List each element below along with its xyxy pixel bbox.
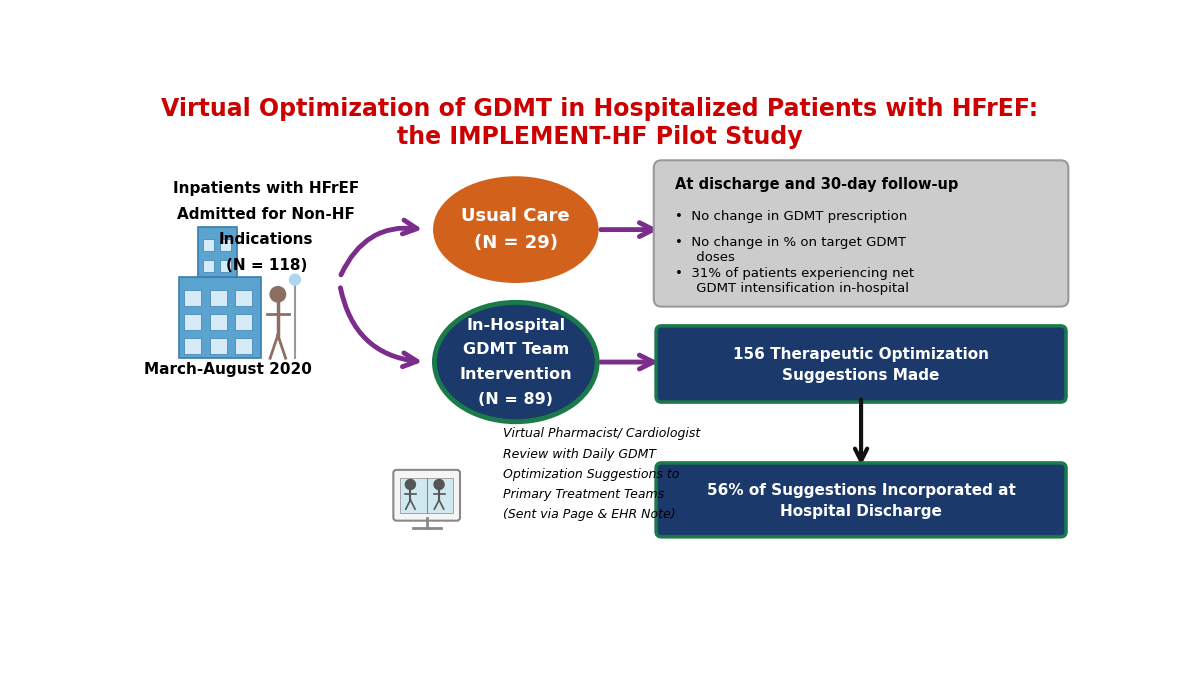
Text: Review with Daily GDMT: Review with Daily GDMT [503, 448, 655, 460]
Circle shape [434, 479, 444, 489]
FancyBboxPatch shape [235, 290, 252, 306]
Text: (N = 29): (N = 29) [474, 234, 558, 252]
Text: •  31% of patients experiencing net
     GDMT intensification in-hospital: • 31% of patients experiencing net GDMT … [676, 267, 914, 294]
Circle shape [406, 479, 415, 489]
Text: Inpatients with HFrEF: Inpatients with HFrEF [173, 182, 359, 196]
Text: Optimization Suggestions to: Optimization Suggestions to [503, 468, 679, 481]
FancyBboxPatch shape [210, 315, 227, 329]
FancyBboxPatch shape [654, 160, 1068, 306]
FancyBboxPatch shape [198, 227, 236, 277]
FancyBboxPatch shape [184, 338, 202, 354]
FancyBboxPatch shape [184, 315, 202, 329]
FancyBboxPatch shape [656, 326, 1066, 402]
Ellipse shape [434, 302, 598, 422]
Text: •  No change in % on target GDMT
     doses: • No change in % on target GDMT doses [676, 236, 906, 264]
Text: •  No change in GDMT prescription: • No change in GDMT prescription [676, 211, 907, 223]
Text: GDMT Team: GDMT Team [463, 342, 569, 357]
FancyBboxPatch shape [220, 239, 230, 251]
Circle shape [270, 287, 286, 302]
Text: (N = 118): (N = 118) [226, 258, 307, 273]
Text: Primary Treatment Teams: Primary Treatment Teams [503, 487, 664, 501]
Text: Intervention: Intervention [460, 367, 572, 382]
Text: At discharge and 30-day follow-up: At discharge and 30-day follow-up [676, 178, 959, 192]
Text: (Sent via Page & EHR Note): (Sent via Page & EHR Note) [503, 508, 676, 520]
FancyBboxPatch shape [220, 260, 230, 272]
Text: Indications: Indications [220, 232, 313, 247]
Text: In-Hospital: In-Hospital [467, 318, 565, 333]
FancyBboxPatch shape [210, 290, 227, 306]
Text: the IMPLEMENT-HF Pilot Study: the IMPLEMENT-HF Pilot Study [397, 125, 803, 149]
Text: March-August 2020: March-August 2020 [144, 362, 312, 377]
FancyBboxPatch shape [184, 290, 202, 306]
Text: Suggestions Made: Suggestions Made [782, 368, 940, 383]
FancyBboxPatch shape [656, 463, 1066, 537]
FancyBboxPatch shape [210, 338, 227, 354]
FancyBboxPatch shape [203, 260, 214, 272]
Ellipse shape [434, 178, 598, 281]
FancyBboxPatch shape [235, 315, 252, 329]
Text: Virtual Pharmacist/ Cardiologist: Virtual Pharmacist/ Cardiologist [503, 427, 700, 441]
Text: Usual Care: Usual Care [462, 207, 570, 225]
FancyBboxPatch shape [401, 477, 454, 513]
Text: 156 Therapeutic Optimization: 156 Therapeutic Optimization [733, 347, 989, 362]
FancyBboxPatch shape [180, 277, 260, 358]
FancyBboxPatch shape [394, 470, 460, 520]
Text: Admitted for Non-HF: Admitted for Non-HF [178, 207, 355, 221]
Text: 56% of Suggestions Incorporated at: 56% of Suggestions Incorporated at [707, 483, 1015, 498]
Text: Hospital Discharge: Hospital Discharge [780, 504, 942, 519]
Text: Virtual Optimization of GDMT in Hospitalized Patients with HFrEF:: Virtual Optimization of GDMT in Hospital… [161, 97, 1038, 122]
FancyBboxPatch shape [235, 338, 252, 354]
Circle shape [289, 274, 300, 285]
Text: (N = 89): (N = 89) [479, 392, 553, 406]
FancyBboxPatch shape [203, 239, 214, 251]
